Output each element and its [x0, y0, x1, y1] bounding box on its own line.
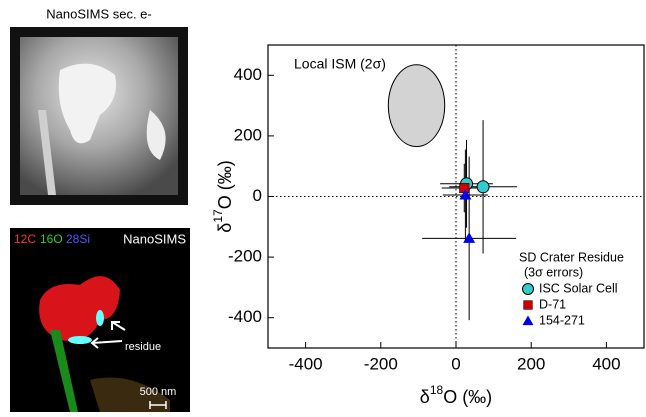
legend-label: 154-271 — [539, 313, 585, 327]
y-tick-label: 0 — [253, 186, 262, 205]
channel-label: 16O — [40, 232, 63, 246]
legend-label: D-71 — [539, 297, 566, 311]
ism-label: Local ISM (2σ) — [294, 56, 386, 72]
legend-title: SD Crater Residue — [519, 250, 624, 264]
arrow-label: residue — [125, 341, 161, 353]
legend-marker — [523, 300, 533, 310]
y-axis-label-prefix: δ — [215, 223, 235, 233]
sem-particle — [58, 63, 116, 144]
x-tick-label: -200 — [364, 354, 398, 373]
x-tick-label: 200 — [517, 354, 545, 373]
point — [476, 180, 490, 194]
y-axis-label: δ17O (‰) — [211, 160, 235, 232]
y-tick-label: -200 — [228, 247, 262, 266]
x-tick-label: 0 — [451, 354, 460, 373]
sem-label: NanoSIMS sec. e- — [46, 6, 152, 21]
x-tick-label: -400 — [289, 354, 323, 373]
y-tick-label: -400 — [228, 307, 262, 326]
legend-marker — [522, 283, 534, 295]
x-axis-label-prefix: δ — [420, 387, 430, 407]
sem-feature — [146, 110, 166, 160]
x-axis-label-sup: 18 — [430, 383, 444, 397]
y-tick-label: 400 — [234, 65, 262, 84]
y-tick-label: 200 — [234, 125, 262, 144]
map-residue — [96, 310, 104, 326]
x-tick-label: 400 — [592, 354, 620, 373]
legend-label: ISC Solar Cell — [539, 281, 618, 295]
map-oxygen — [50, 330, 78, 412]
ism-ellipse — [387, 64, 446, 148]
map-carbon — [39, 276, 120, 341]
sem-fiber — [38, 110, 56, 195]
y-axis-label-sup: 17 — [211, 209, 225, 223]
channel-label: 12C — [14, 232, 36, 246]
x-axis-label-suffix: O (‰) — [443, 387, 492, 407]
legend-subtitle: (3σ errors) — [524, 265, 583, 279]
scale-bar — [149, 401, 167, 409]
channel-label: 28Si — [66, 232, 90, 246]
arrow — [90, 321, 126, 349]
x-axis-label: δ18O (‰) — [420, 383, 492, 407]
point — [459, 188, 472, 200]
map-label: NanoSIMS — [123, 231, 186, 246]
point — [463, 232, 476, 243]
map-residue — [68, 336, 92, 344]
y-axis-label-suffix: O (‰) — [215, 160, 235, 209]
legend-marker — [522, 315, 534, 326]
scale-bar-label: 500 nm — [140, 386, 177, 398]
